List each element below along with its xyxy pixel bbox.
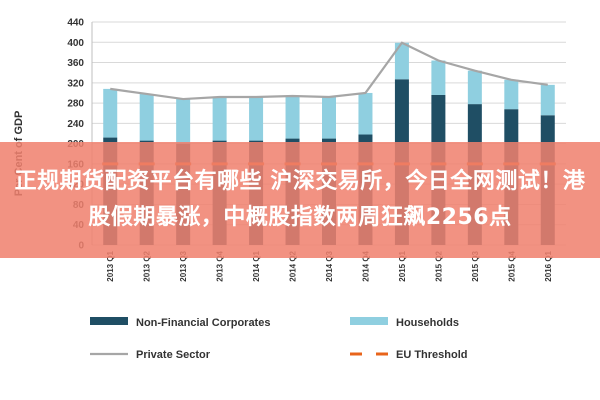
banner-text: 正规期货配资平台有哪些 沪深交易所，今日全网测试！港股假期暴涨，中概股指数两周狂… bbox=[14, 169, 586, 230]
legend-label-non-financial-corporates: Non-Financial Corporates bbox=[136, 317, 270, 329]
bar-households bbox=[467, 70, 482, 105]
x-tick-label: 2015 Q1 bbox=[398, 250, 407, 281]
y-tick-label: 280 bbox=[67, 99, 84, 110]
legend-swatch-non-financial-corporates bbox=[90, 317, 128, 325]
bar-households bbox=[103, 88, 118, 138]
bar-households bbox=[176, 99, 191, 144]
legend-swatch-households bbox=[350, 317, 388, 325]
legend-label-eu-threshold: EU Threshold bbox=[396, 349, 468, 361]
x-tick-label: 2013 Q2 bbox=[143, 250, 152, 281]
legend-label-private-sector: Private Sector bbox=[136, 349, 211, 361]
x-tick-label: 2014 Q2 bbox=[289, 250, 298, 281]
y-tick-label: 240 bbox=[67, 119, 84, 130]
x-tick-label: 2013 Q3 bbox=[179, 250, 188, 281]
x-tick-label: 2014 Q3 bbox=[325, 250, 334, 281]
x-tick-label: 2015 Q4 bbox=[507, 250, 516, 281]
x-tick-label: 2013 Q4 bbox=[216, 250, 225, 281]
bar-households bbox=[249, 97, 264, 141]
overlay-banner[interactable]: 正规期货配资平台有哪些 沪深交易所，今日全网测试！港股假期暴涨，中概股指数两周狂… bbox=[0, 142, 600, 258]
y-tick-label: 320 bbox=[67, 78, 84, 89]
bar-households bbox=[540, 84, 555, 116]
x-tick-label: 2014 Q4 bbox=[361, 250, 370, 281]
x-tick-label: 2013 Q1 bbox=[106, 250, 115, 281]
bar-households bbox=[504, 79, 519, 110]
x-tick-label: 2016 Q1 bbox=[544, 250, 553, 281]
bar-households bbox=[212, 97, 227, 141]
bar-households bbox=[431, 60, 446, 95]
y-tick-label: 400 bbox=[67, 38, 84, 49]
bar-households bbox=[394, 42, 409, 80]
bar-households bbox=[358, 92, 373, 135]
bar-households bbox=[285, 95, 300, 139]
private-sector-line bbox=[110, 41, 548, 101]
legend-label-households: Households bbox=[396, 317, 459, 329]
x-tick-label: 2014 Q1 bbox=[252, 250, 261, 281]
bar-households bbox=[139, 93, 154, 141]
bar-households bbox=[322, 97, 336, 139]
y-tick-label: 360 bbox=[67, 58, 84, 69]
x-tick-label: 2015 Q2 bbox=[434, 250, 443, 281]
x-tick-label: 2015 Q3 bbox=[471, 250, 480, 281]
y-tick-label: 440 bbox=[67, 18, 84, 29]
